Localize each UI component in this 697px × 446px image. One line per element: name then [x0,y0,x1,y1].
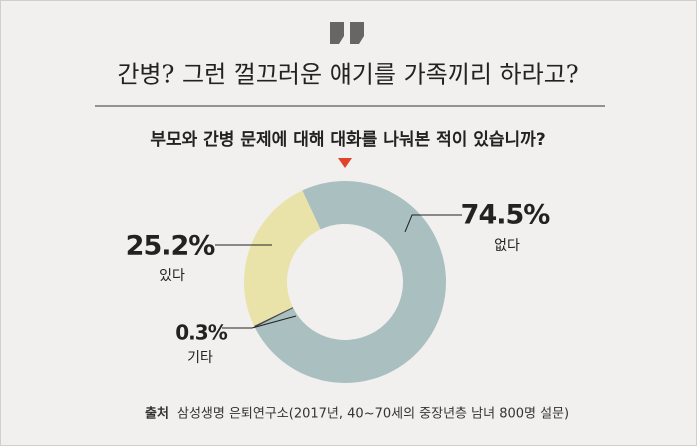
category-label: 있다 [159,268,185,284]
source-label: 출처 [145,406,169,422]
quote-icon [330,22,364,44]
pointer [338,158,352,168]
donut-slice [254,180,446,383]
leader-line [404,214,462,233]
value-label: 74.5% [461,200,551,231]
donut-slice [254,307,294,328]
source: 삼성생명 은퇴연구소(2017년, 40~70세의 중장년층 남녀 800명 설… [177,407,569,422]
chart-title: 간병? 그런 껄끄러운 얘기를 가족끼리 하라고? [117,61,578,89]
leader-line [222,315,297,329]
category-label: 기타 [187,350,213,366]
value-label: 0.3% [175,321,227,345]
donut-slice [244,190,321,326]
value-label: 25.2% [126,231,216,262]
chart-subtitle: 부모와 간병 문제에 대해 대화를 나눠본 적이 있습니까? [150,130,545,150]
category-label: 없다 [494,238,520,254]
